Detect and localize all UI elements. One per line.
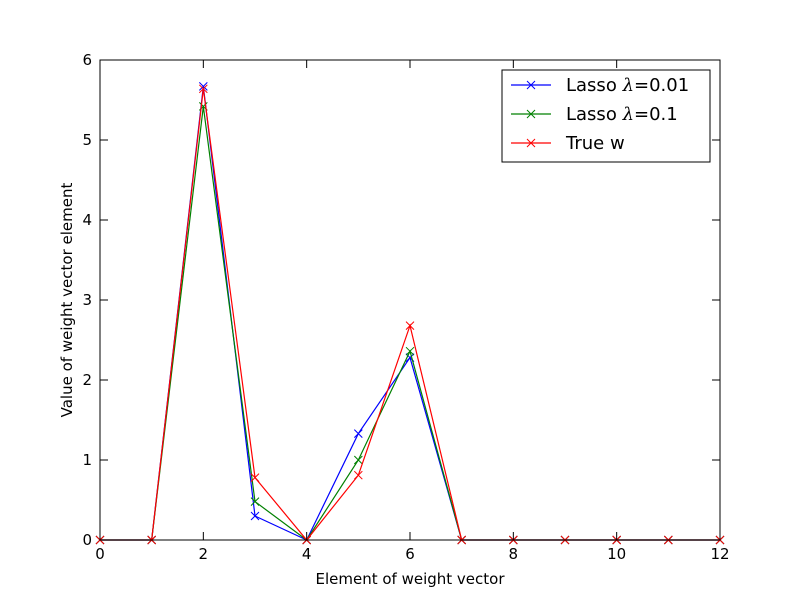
x-tick-label: 12 <box>710 545 729 563</box>
y-tick-label: 1 <box>82 451 92 469</box>
data-point-marker <box>405 346 415 356</box>
x-tick-label: 4 <box>302 545 312 563</box>
x-axis-label: Element of weight vector <box>315 570 505 588</box>
legend-entry: True w <box>511 133 625 154</box>
x-tick-label: 8 <box>509 545 519 563</box>
legend-label: Lasso λ=0.01 <box>566 75 689 96</box>
data-point-marker <box>250 511 260 521</box>
y-tick-label: 5 <box>82 131 92 149</box>
legend-entry: Lasso λ=0.01 <box>511 75 689 96</box>
data-point-marker <box>250 497 260 506</box>
legend-marker <box>526 80 536 90</box>
legend-marker <box>526 109 536 119</box>
data-point-marker <box>353 455 363 465</box>
legend-entry: Lasso λ=0.1 <box>511 104 678 125</box>
y-axis-label: Value of weight vector element <box>58 183 76 418</box>
legend-label: True w <box>565 133 625 154</box>
data-point-marker <box>353 470 363 480</box>
x-tick-label: 2 <box>199 545 209 563</box>
y-tick-label: 0 <box>82 531 92 549</box>
y-tick-label: 6 <box>82 51 92 69</box>
data-point-marker <box>250 473 260 482</box>
x-tick-label: 6 <box>405 545 415 563</box>
y-tick-label: 3 <box>82 291 92 309</box>
y-tick-label: 4 <box>82 211 92 229</box>
legend-label: Lasso λ=0.1 <box>566 104 678 125</box>
x-tick-label: 0 <box>95 545 105 563</box>
data-point-marker <box>198 84 208 94</box>
data-point-marker <box>198 82 208 91</box>
x-tick-label: 10 <box>607 545 626 563</box>
legend: Lasso λ=0.01 Lasso λ=0.1 True w <box>501 69 711 163</box>
data-point-marker <box>353 429 363 438</box>
y-tick-label: 2 <box>82 371 92 389</box>
legend-marker <box>526 138 536 148</box>
data-point-marker <box>405 321 415 330</box>
